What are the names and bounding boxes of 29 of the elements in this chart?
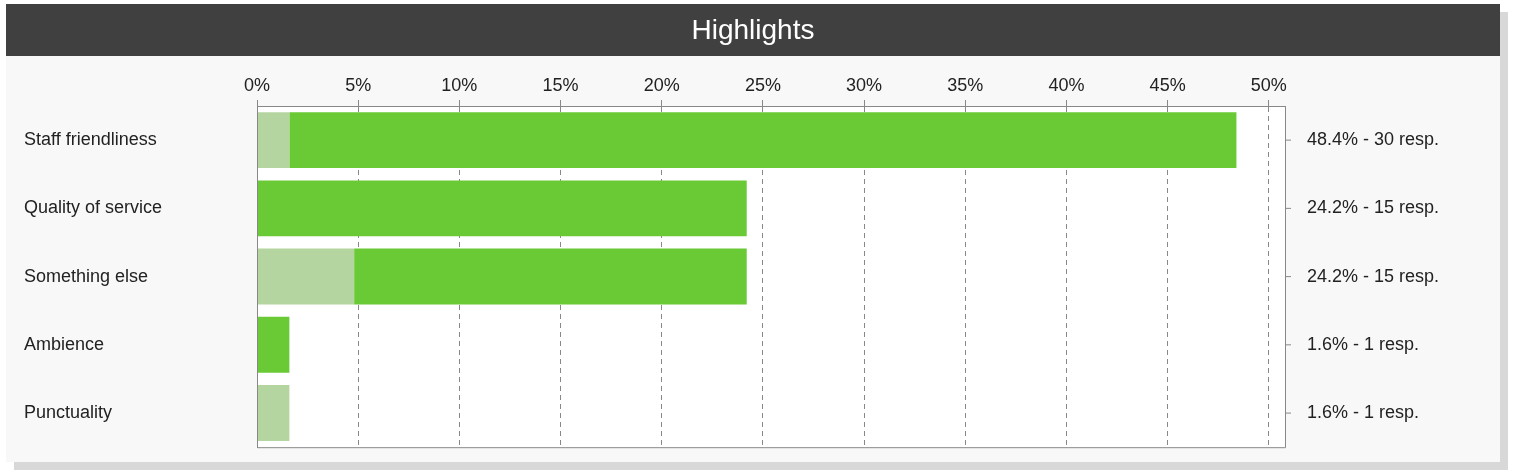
- bar: [257, 316, 290, 373]
- x-tick-label: 5%: [345, 75, 372, 96]
- x-tick-label: 25%: [744, 75, 781, 96]
- x-tick-label: 15%: [542, 75, 579, 96]
- y-tick-label: Quality of service: [24, 197, 163, 218]
- bar: [354, 248, 747, 305]
- x-tick-label: 50%: [1250, 75, 1287, 96]
- y-tick-label: Punctuality: [24, 402, 113, 423]
- x-tick-label: 10%: [441, 75, 478, 96]
- x-tick-label: 40%: [1048, 75, 1085, 96]
- bar: [257, 385, 290, 442]
- bar: [257, 248, 355, 305]
- text: 48.4% - 30 resp.: [1307, 129, 1440, 150]
- y-tick-label: Ambience: [24, 333, 105, 354]
- x-tick-label: 30%: [846, 75, 883, 96]
- chart-title: Highlights: [6, 4, 1500, 56]
- x-tick-label: 20%: [643, 75, 680, 96]
- bar: [289, 112, 1237, 169]
- text: 24.2% - 15 resp.: [1307, 265, 1440, 286]
- x-tick-label: 0%: [243, 75, 271, 96]
- bar: [257, 180, 747, 237]
- y-tick-label: Something else: [24, 265, 149, 286]
- text: 24.2% - 15 resp.: [1307, 197, 1440, 218]
- bar: [257, 112, 290, 169]
- x-tick-label: 35%: [947, 75, 984, 96]
- text: 1.6% - 1 resp.: [1307, 402, 1420, 423]
- text: 1.6% - 1 resp.: [1307, 333, 1420, 354]
- y-tick-label: Staff friendliness: [24, 129, 157, 150]
- x-tick-label: 45%: [1149, 75, 1186, 96]
